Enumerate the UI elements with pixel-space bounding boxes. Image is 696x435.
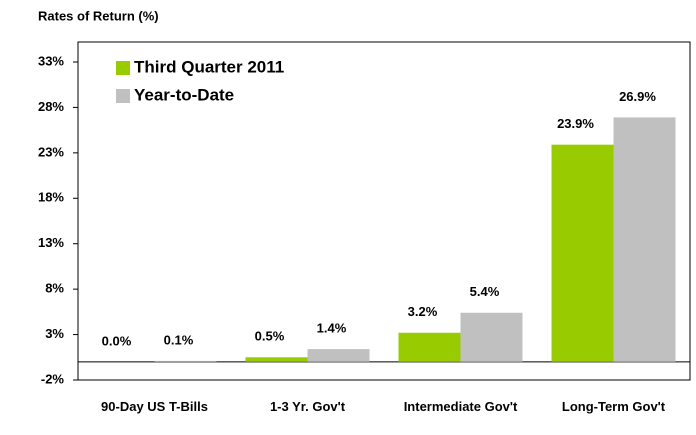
bar (613, 117, 676, 362)
value-label: 23.9% (557, 116, 594, 131)
value-label: 1.4% (317, 321, 347, 336)
value-label: 26.9% (619, 89, 656, 104)
value-label: 0.1% (164, 332, 194, 347)
bar (307, 349, 370, 362)
y-tick-label: 8% (45, 281, 64, 296)
y-tick-label: 13% (38, 235, 64, 250)
value-label: 0.0% (102, 333, 132, 348)
value-label: 5.4% (470, 284, 500, 299)
bar (154, 360, 217, 362)
bar (398, 332, 461, 362)
x-tick-label: 90-Day US T-Bills (101, 399, 208, 414)
value-label: 3.2% (408, 304, 438, 319)
chart-title: Rates of Return (%) (38, 8, 159, 23)
x-tick-label: Intermediate Gov't (403, 399, 518, 414)
bar (245, 357, 308, 362)
y-tick-label: 18% (38, 190, 64, 205)
x-tick-label: Long-Term Gov't (561, 399, 666, 414)
legend-label: Year-to-Date (134, 85, 234, 104)
y-tick-label: 33% (38, 53, 64, 68)
value-label: 0.5% (255, 329, 285, 344)
bar (551, 144, 614, 362)
y-tick-label: 28% (38, 99, 64, 114)
y-tick-label: 23% (38, 144, 64, 159)
x-tick-label: 1-3 Yr. Gov't (269, 399, 346, 414)
legend-swatch (116, 61, 130, 75)
legend-label: Third Quarter 2011 (134, 57, 284, 76)
bar (460, 312, 523, 362)
plot-frame (77, 41, 691, 381)
legend-swatch (116, 89, 130, 103)
y-tick-label: -2% (41, 371, 65, 386)
y-tick-label: 3% (45, 326, 64, 341)
